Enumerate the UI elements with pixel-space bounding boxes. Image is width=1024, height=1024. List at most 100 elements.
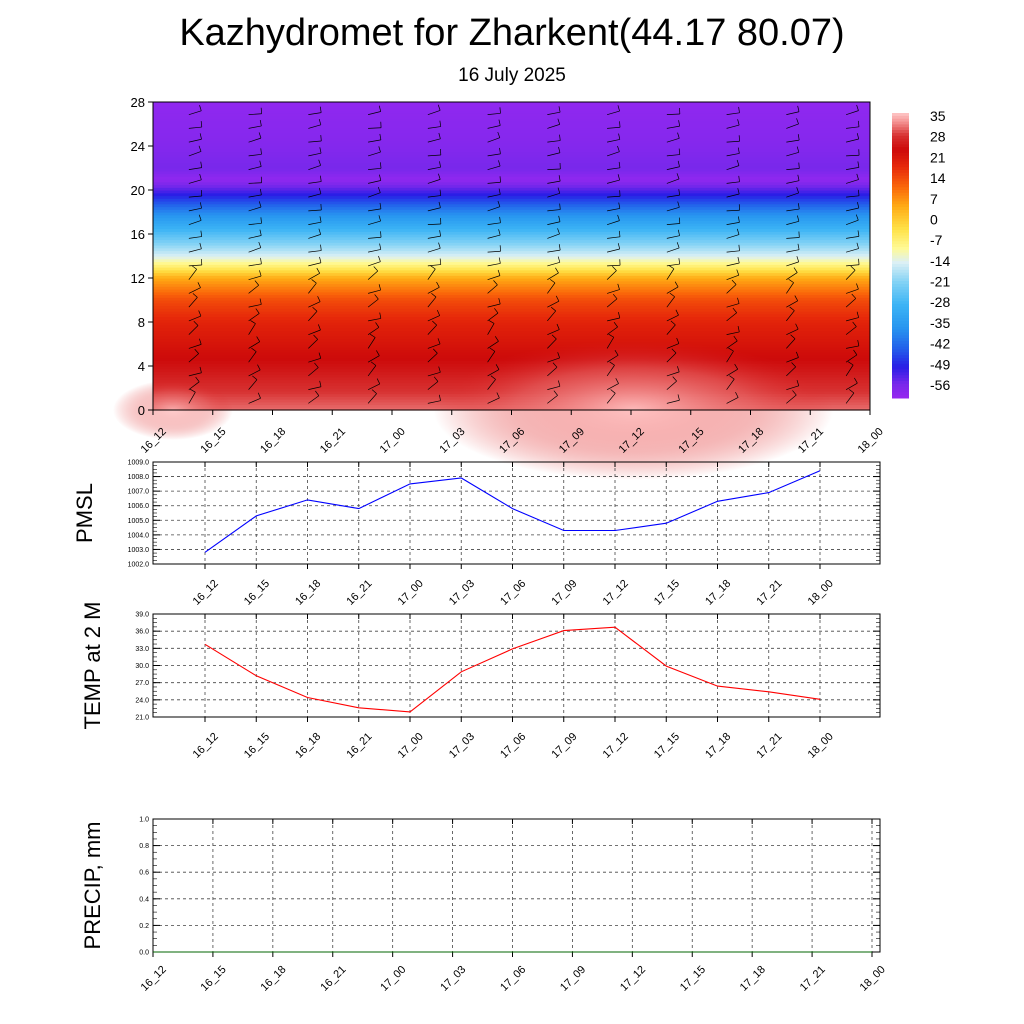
wind-barb [666, 178, 680, 184]
colorbar-swatch [892, 229, 909, 234]
y-tick-label: 1006.0 [128, 503, 150, 510]
wind-barb [308, 152, 322, 157]
wind-barb [607, 236, 621, 239]
wind-barb [248, 125, 262, 129]
wind-barb [547, 193, 560, 198]
wind-barb [786, 237, 800, 239]
wind-barb [607, 126, 621, 129]
heatmap-band [153, 236, 870, 241]
wind-barb-feather [200, 121, 203, 128]
colorbar-swatch [892, 158, 909, 162]
wind-barb-feather [380, 162, 382, 169]
wind-barb-feather [311, 279, 317, 284]
wind-barb [308, 221, 322, 225]
wind-barb [846, 264, 860, 267]
wind-barb [248, 369, 261, 377]
wind-barb [547, 233, 560, 239]
wind-barb-feather [260, 217, 262, 224]
x-tick-label: 18_00 [806, 578, 836, 608]
wind-barb-feather [318, 159, 321, 166]
heatmap-band [153, 126, 870, 131]
x-tick-label: 16_21 [344, 578, 374, 608]
wind-barb-feather [494, 308, 499, 314]
y-tick-label: 1.0 [139, 817, 149, 824]
wind-barb-feather [677, 394, 680, 401]
heatmap-band [153, 195, 870, 199]
y-tick-label: 0.8 [139, 843, 149, 850]
colorbar-swatch [892, 147, 909, 151]
colorbar-swatch [892, 375, 909, 379]
wind-barb-feather [795, 323, 799, 330]
wind-barb [786, 151, 799, 157]
wind-barb-feather [555, 267, 559, 274]
wind-barb [188, 381, 200, 390]
wind-barb-feather [497, 200, 501, 207]
wind-barb-feather [733, 335, 738, 342]
x-tick-label: 17_21 [798, 964, 828, 994]
y-tick-label: 1004.0 [128, 532, 150, 539]
wind-barb [487, 112, 501, 115]
wind-barb [308, 395, 320, 404]
wind-barb [188, 353, 199, 363]
colorbar-swatch [892, 261, 909, 265]
heatmap-band [153, 294, 870, 298]
wind-barb [487, 351, 496, 363]
wind-barb [368, 111, 381, 115]
wind-barb-feather [197, 282, 201, 288]
colorbar-swatch [892, 218, 909, 222]
colorbar-swatch [892, 118, 909, 123]
colorbar-swatch [892, 318, 909, 322]
wind-barb [547, 152, 561, 157]
heatmap-band [153, 214, 870, 219]
colorbar-swatch [892, 306, 909, 311]
wind-barb-feather [378, 255, 381, 262]
wind-barb-feather [495, 364, 500, 370]
wind-barb-feather [618, 161, 621, 168]
wind-barb [666, 206, 680, 212]
x-tick-label: 17_06 [498, 964, 528, 994]
heatmap-band [153, 217, 870, 221]
colorbar-swatch [892, 130, 909, 134]
heatmap-band [153, 146, 870, 150]
colorbar-swatch [892, 321, 909, 325]
x-tick-label: 17_00 [396, 578, 426, 608]
y-tick-label: 0.6 [139, 870, 149, 877]
colorbar-swatch [892, 315, 909, 319]
wind-barb [367, 261, 381, 267]
wind-barb-feather [430, 265, 436, 270]
wind-barb-feather [737, 119, 740, 126]
heatmap-band [153, 124, 870, 128]
colorbar-label: 35 [930, 108, 946, 124]
x-tick-label: 16_18 [258, 964, 288, 994]
wind-barb [308, 181, 322, 184]
wind-barb [368, 208, 381, 212]
wind-barb-feather [670, 320, 676, 326]
y-tick-label: 8 [138, 315, 145, 330]
wind-barb-feather [612, 266, 617, 271]
wind-barb-feather [433, 348, 438, 354]
heatmap-band [153, 176, 870, 180]
wind-barb-feather [555, 295, 560, 302]
wind-barb [487, 275, 501, 280]
wind-barb [427, 343, 441, 349]
heatmap-band [153, 187, 870, 191]
heatmap-band [153, 203, 870, 208]
heatmap-band [153, 168, 870, 172]
heatmap-band [153, 129, 870, 133]
wind-barb-feather [497, 131, 501, 138]
wind-barb [845, 364, 854, 377]
wind-barb-feather [199, 105, 202, 111]
wind-barb-feather [259, 160, 262, 167]
colorbar-swatch [892, 272, 909, 276]
wind-barb [845, 298, 856, 308]
wind-barb [427, 138, 441, 143]
colorbar-swatch [892, 395, 909, 399]
wind-barb [666, 113, 680, 115]
wind-barb [188, 315, 202, 322]
colorbar-swatch [892, 241, 909, 245]
wind-barb-feather [857, 202, 860, 209]
colorbar-swatch [892, 292, 909, 296]
wind-barb [547, 310, 556, 322]
heatmap-band [153, 305, 870, 309]
wind-barb [726, 397, 739, 404]
